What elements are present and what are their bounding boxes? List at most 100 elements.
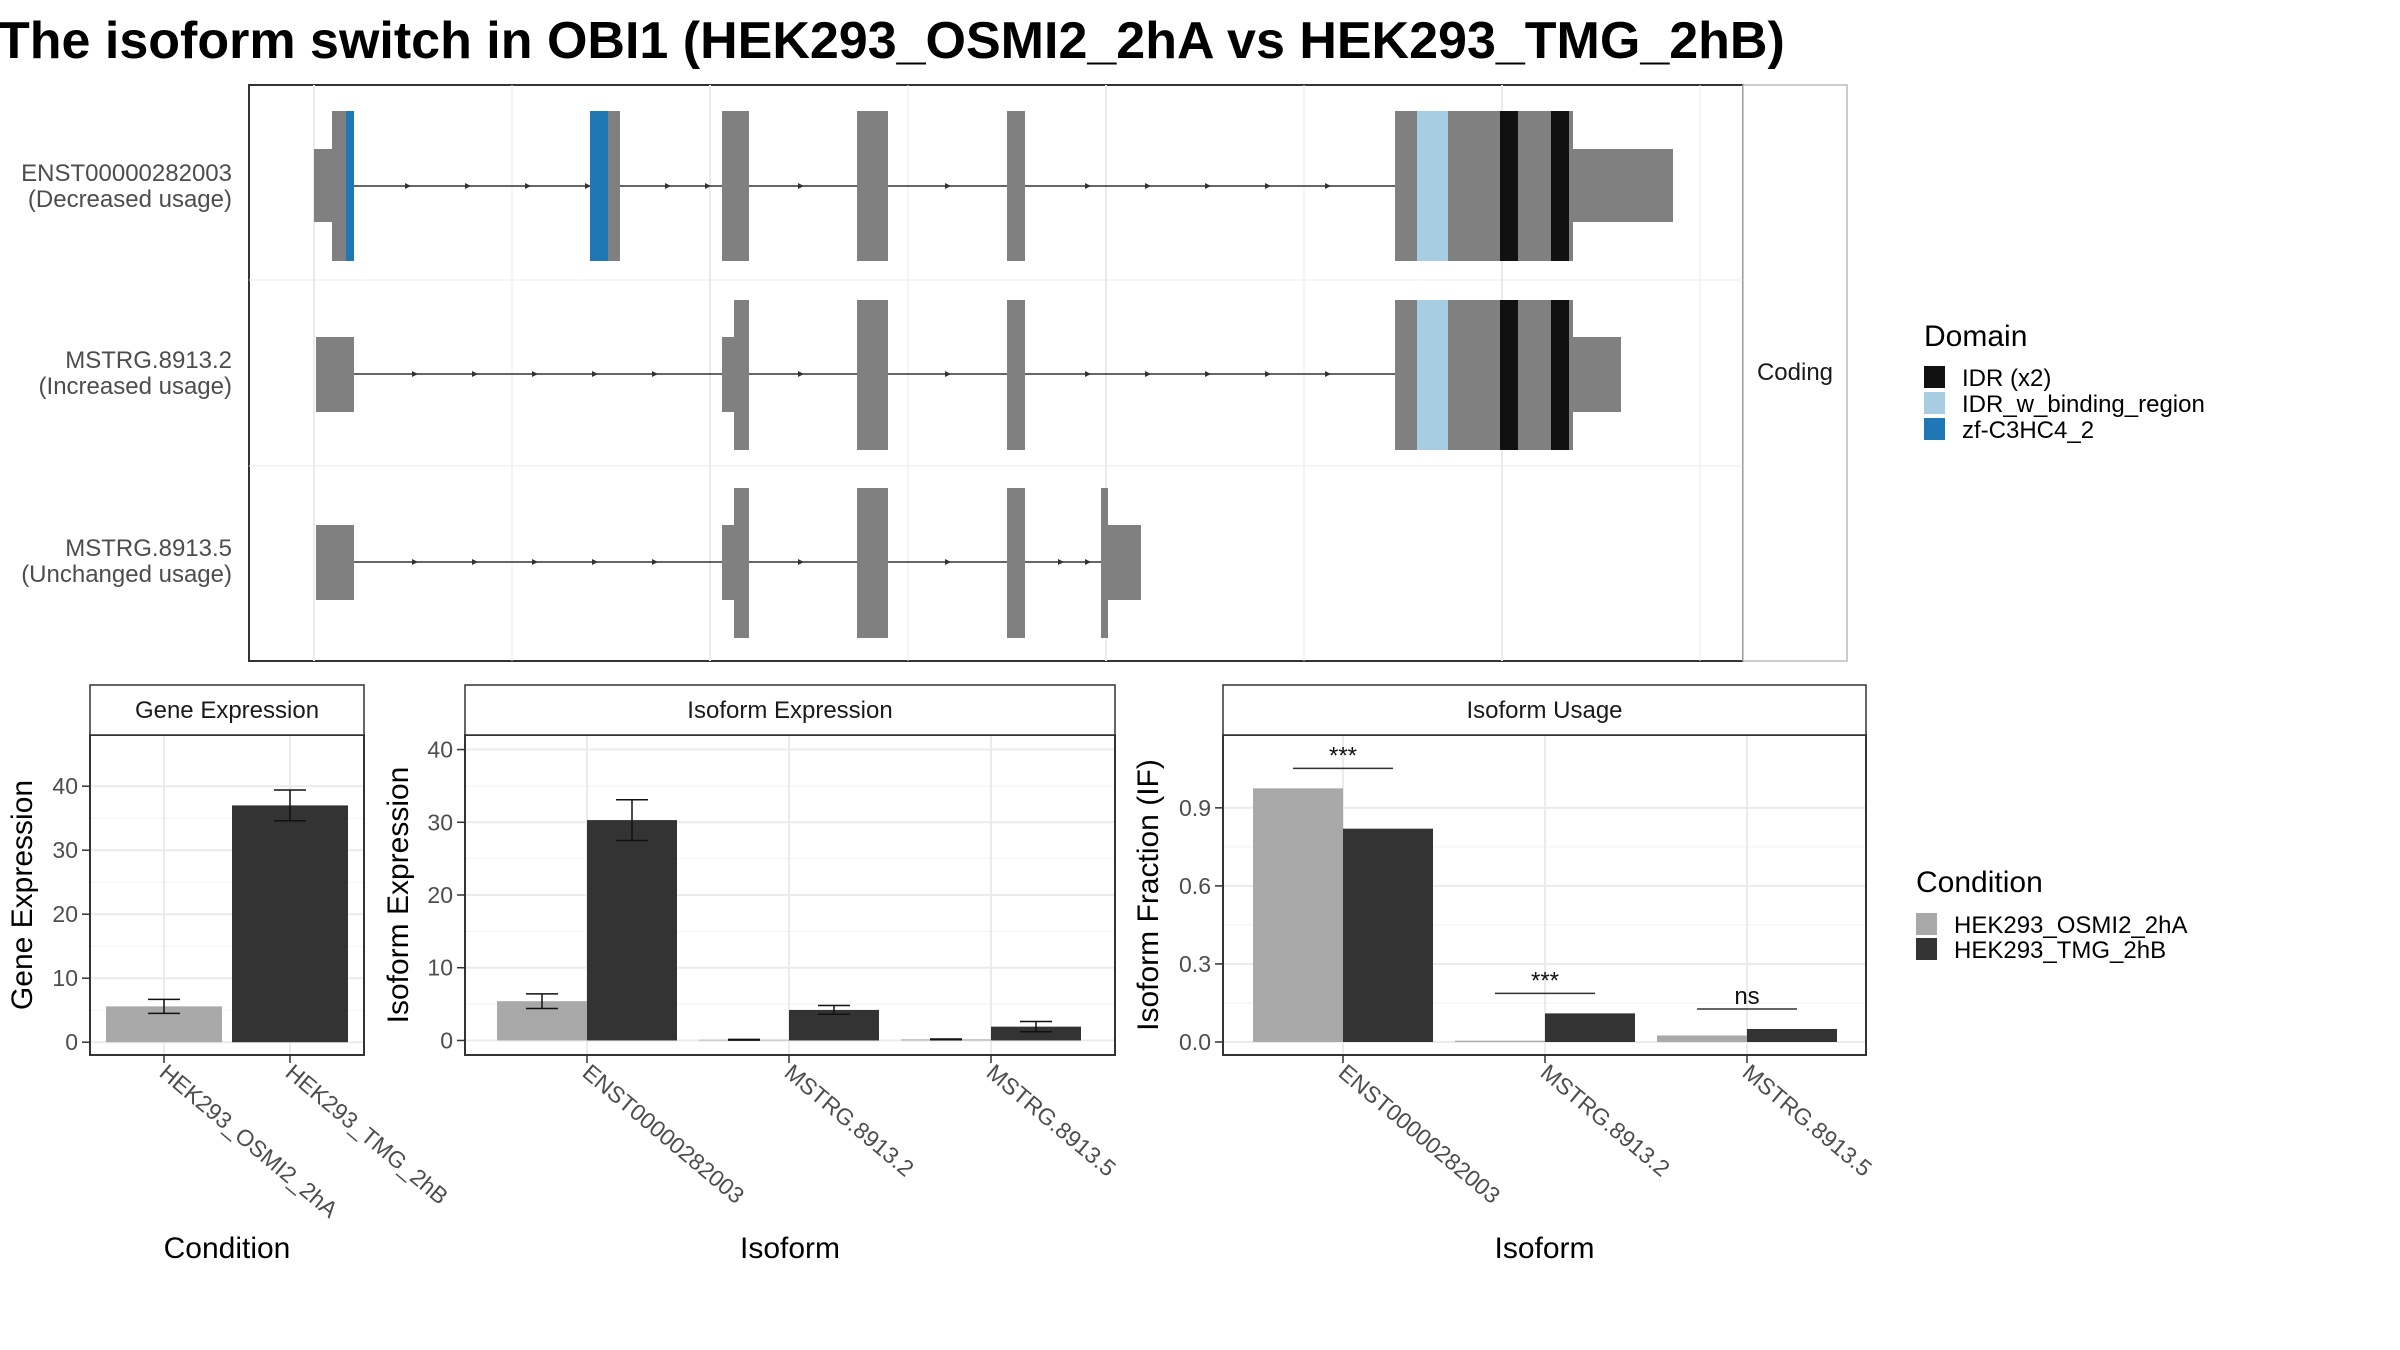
x-axis-title: Isoform bbox=[740, 1232, 840, 1265]
y-tick-label: 40 bbox=[52, 773, 78, 799]
y-tick-label: 10 bbox=[52, 965, 78, 991]
transcript-1-idr-domain-a bbox=[1500, 111, 1518, 261]
bar-HEK293_TMG_2hB-ENST00000282003 bbox=[1343, 828, 1433, 1042]
facet-strip bbox=[464, 684, 1116, 736]
y-axis-title: Isoform Fraction (IF) bbox=[1132, 759, 1165, 1031]
transcript-3-exon-1-utr bbox=[316, 525, 354, 600]
transcript-1-exon-3 bbox=[722, 111, 749, 261]
transcript-1-intron-arrows bbox=[405, 183, 1331, 189]
isoform-usage-chart: *** *** ns Isoform Usage 0.0 0.3 0.6 0.9 ENST000… bbox=[1132, 684, 1877, 1265]
transcript-2-exon-2-utr bbox=[722, 337, 734, 412]
domain-legend-title: Domain bbox=[1924, 320, 2027, 353]
transcript-label-3-id: MSTRG.8913.5 bbox=[65, 535, 232, 562]
coding-strip bbox=[1742, 84, 1848, 662]
transcript-3-exon-2 bbox=[734, 488, 749, 638]
domain-legend-swatch-idr-binding bbox=[1924, 392, 1945, 414]
transcript-1-exon-1 bbox=[332, 111, 346, 261]
significance-label: *** bbox=[1531, 967, 1559, 994]
condition-legend-label-2: HEK293_TMG_2hB bbox=[1954, 937, 2166, 964]
figure-title: The isoform switch in OBI1 (HEK293_OSMI2… bbox=[0, 12, 1785, 70]
transcript-1-idr-binding-domain bbox=[1417, 111, 1448, 261]
transcript-1-model bbox=[314, 111, 1673, 261]
transcript-3-exon-2-utr bbox=[722, 525, 734, 600]
transcript-2-exon-2 bbox=[734, 300, 749, 450]
bar-HEK293_OSMI2_2hA-MSTRG.8913.2 bbox=[1455, 1040, 1545, 1042]
transcript-label-2-usage: (Increased usage) bbox=[39, 373, 232, 400]
domain-legend-label-idr-binding: IDR_w_binding_region bbox=[1962, 391, 2205, 418]
y-tick-label: 0 bbox=[440, 1027, 453, 1053]
x-tick-label: ENST00000282003 bbox=[578, 1059, 750, 1209]
isoform-expression-chart: Isoform Expression 0 10 20 30 40 ENST000002820… bbox=[382, 684, 1121, 1265]
transcript-1-idr-domain-b bbox=[1551, 111, 1569, 261]
transcript-3-exon-5 bbox=[1101, 488, 1108, 638]
x-tick-label: MSTRG.8913.2 bbox=[1536, 1059, 1675, 1182]
transcript-2-model bbox=[316, 300, 1621, 450]
domain-legend-label-idr: IDR (x2) bbox=[1962, 365, 2051, 392]
y-tick-label: 20 bbox=[52, 901, 78, 927]
y-axis-title: Isoform Expression bbox=[382, 767, 415, 1024]
bar-HEK293_TMG_2hB-MSTRG.8913.2 bbox=[1545, 1013, 1635, 1042]
condition-legend: Condition HEK293_OSMI2_2hA HEK293_TMG_2h… bbox=[1916, 866, 2187, 964]
condition-legend-title: Condition bbox=[1916, 866, 2043, 899]
facet-strip-title: Isoform Usage bbox=[1466, 697, 1622, 724]
facet-strip-title: Gene Expression bbox=[135, 697, 319, 724]
coding-strip-label: Coding bbox=[1757, 359, 1833, 386]
y-tick-label: 0.3 bbox=[1179, 951, 1211, 977]
bar-HEK293_TMG_2hB bbox=[232, 805, 348, 1043]
transcript-2-idr-binding-domain bbox=[1417, 300, 1448, 450]
x-tick-label: MSTRG.8913.5 bbox=[1738, 1059, 1877, 1182]
facet-strip-title: Isoform Expression bbox=[687, 697, 892, 724]
bar-HEK293_OSMI2_2hA-ENST00000282003 bbox=[1253, 788, 1343, 1042]
bar-HEK293_TMG_2hB-MSTRG.8913.5 bbox=[1747, 1028, 1837, 1042]
y-tick-label: 0.0 bbox=[1179, 1029, 1211, 1055]
transcript-1-exon-2 bbox=[608, 111, 620, 261]
x-tick-label: MSTRG.8913.2 bbox=[780, 1059, 919, 1182]
y-tick-label: 40 bbox=[427, 737, 453, 763]
transcript-3-model bbox=[316, 488, 1141, 638]
transcript-2-exon-1-utr bbox=[316, 337, 354, 412]
transcript-3-intron-arrows bbox=[412, 559, 1091, 565]
significance-label: *** bbox=[1329, 742, 1357, 769]
transcript-2-idr-domain-a bbox=[1500, 300, 1518, 450]
transcript-3-exon-4 bbox=[1007, 488, 1025, 638]
condition-legend-swatch-1 bbox=[1916, 913, 1937, 935]
transcript-label-2-id: MSTRG.8913.2 bbox=[65, 347, 232, 374]
y-tick-label: 30 bbox=[52, 837, 78, 863]
condition-legend-label-1: HEK293_OSMI2_2hA bbox=[1954, 912, 2187, 939]
significance-label: ns bbox=[1734, 983, 1759, 1010]
x-tick-label: ENST00000282003 bbox=[1334, 1059, 1506, 1209]
facet-strip bbox=[89, 684, 365, 736]
transcript-1-exon-4 bbox=[857, 111, 888, 261]
transcript-2-intron-arrows bbox=[412, 371, 1331, 377]
transcript-2-idr-domain-b bbox=[1551, 300, 1569, 450]
y-tick-label: 10 bbox=[427, 955, 453, 981]
transcript-1-zf-domain-b bbox=[590, 111, 608, 261]
transcript-label-1-id: ENST00000282003 bbox=[21, 160, 232, 187]
y-axis-title: Gene Expression bbox=[6, 780, 39, 1010]
transcript-1-exon-5 bbox=[1007, 111, 1025, 261]
domain-legend: Domain IDR (x2) IDR_w_binding_region zf-… bbox=[1924, 320, 2205, 444]
transcript-1-zf-domain-a bbox=[346, 111, 354, 261]
facet-strip bbox=[1222, 684, 1867, 736]
transcript-1-exon-6-utr bbox=[1573, 149, 1673, 222]
y-tick-label: 0 bbox=[65, 1029, 78, 1055]
transcript-label-3-usage: (Unchanged usage) bbox=[21, 561, 232, 588]
x-tick-label: MSTRG.8913.5 bbox=[982, 1059, 1121, 1182]
bar-HEK293_OSMI2_2hA-MSTRG.8913.5 bbox=[1657, 1035, 1747, 1042]
condition-legend-swatch-2 bbox=[1916, 938, 1937, 960]
y-tick-label: 0.6 bbox=[1179, 873, 1211, 899]
transcript-2-exon-5-utr bbox=[1573, 337, 1621, 412]
domain-legend-swatch-idr bbox=[1924, 366, 1945, 388]
transcript-label-1-usage: (Decreased usage) bbox=[28, 186, 232, 213]
transcript-1-exon-1-utr bbox=[314, 149, 332, 222]
transcript-2-exon-3 bbox=[857, 300, 888, 450]
bar-HEK293_TMG_2hB-MSTRG.8913.5 bbox=[991, 1026, 1081, 1041]
x-axis-title: Condition bbox=[164, 1232, 291, 1265]
bar-HEK293_TMG_2hB-ENST00000282003 bbox=[587, 820, 677, 1041]
y-tick-label: 0.9 bbox=[1179, 795, 1211, 821]
y-tick-label: 20 bbox=[427, 882, 453, 908]
domain-legend-label-zf: zf-C3HC4_2 bbox=[1962, 417, 2094, 444]
domain-legend-swatch-zf bbox=[1924, 418, 1945, 440]
transcript-3-exon-5-utr bbox=[1108, 525, 1141, 600]
transcript-2-exon-4 bbox=[1007, 300, 1025, 450]
